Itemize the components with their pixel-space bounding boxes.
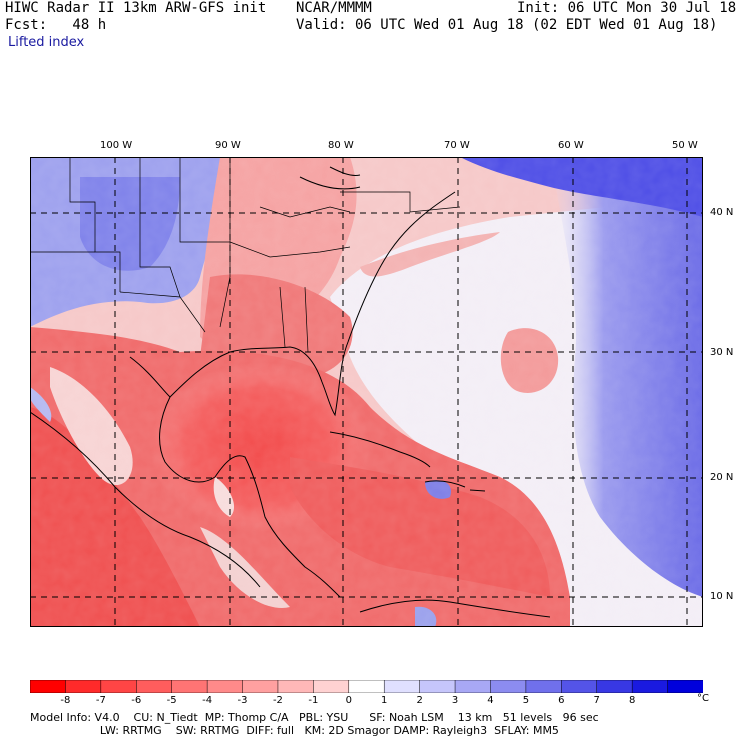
colorbar-swatch <box>667 680 703 693</box>
colorbar <box>30 680 703 693</box>
coastlines <box>30 166 551 618</box>
colorbar-tick-label: 0 <box>345 695 352 706</box>
colorbar-tick-label: -6 <box>131 695 142 706</box>
model-title: HIWC Radar II 13km ARW-GFS init <box>5 0 267 16</box>
colorbar-tick-label: 6 <box>558 695 565 706</box>
lat-label: 40 N <box>710 207 734 218</box>
field-name: Lifted index <box>8 35 85 50</box>
init-time: Init: 06 UTC Mon 30 Jul 18 <box>517 0 737 16</box>
colorbar-tick-label: -1 <box>308 695 319 706</box>
colorbar-swatch <box>561 680 598 693</box>
colorbar-tick-label: 8 <box>628 695 636 706</box>
colorbar-tick-label: -7 <box>95 695 106 706</box>
colorbar-swatch <box>242 680 279 693</box>
colorbar-tick-label: 2 <box>416 695 423 706</box>
colorbar-swatch <box>30 680 67 693</box>
colorbar-swatch <box>419 680 456 693</box>
colorbar-swatch <box>348 680 385 693</box>
colorbar-swatch <box>490 680 527 693</box>
lon-label: 100 W <box>100 140 133 151</box>
political-borders <box>30 157 461 353</box>
lat-label: 30 N <box>710 347 734 358</box>
colorbar-tick-label: 7 <box>593 695 600 706</box>
lon-label: 50 W <box>672 140 698 151</box>
colorbar-swatch <box>171 680 208 693</box>
colorbar-unit: °C <box>697 693 709 704</box>
model-info-line1: Model Info: V4.0 CU: N_Tiedt MP: Thomp C… <box>30 711 599 724</box>
colorbar-swatch <box>525 680 563 693</box>
lon-label: 60 W <box>558 140 584 151</box>
valid-time: Valid: 06 UTC Wed 01 Aug 18 (02 EDT Wed … <box>296 17 718 33</box>
colorbar-swatch <box>206 680 244 693</box>
colorbar-tick-label: -2 <box>272 695 283 706</box>
colorbar-swatch <box>313 680 350 693</box>
colorbar-swatch <box>65 680 102 693</box>
texture-overlay <box>30 157 703 627</box>
forecast-hour: Fcst: 48 h <box>5 17 107 33</box>
colorbar-swatch <box>596 680 633 693</box>
colorbar-tick-label: -5 <box>166 695 177 706</box>
colorbar-tick-label: 5 <box>522 695 530 706</box>
colorbar-swatch <box>631 680 669 693</box>
colorbar-tick-label: -8 <box>60 695 71 706</box>
lon-label: 90 W <box>215 140 241 151</box>
lat-label: 10 N <box>710 591 734 602</box>
lifted-index-map <box>30 157 703 627</box>
colorbar-swatch <box>100 680 138 693</box>
colorbar-swatch <box>277 680 315 693</box>
lon-label: 70 W <box>444 140 470 151</box>
colorbar-swatch <box>454 680 492 693</box>
colorbar-tick-label: -3 <box>237 695 248 706</box>
map-frame <box>30 157 703 627</box>
lon-label: 80 W <box>328 140 354 151</box>
colorbar-tick-label: 1 <box>381 695 388 706</box>
colorbar-tick-label: 3 <box>451 695 459 706</box>
colorbar-swatch <box>136 680 173 693</box>
model-info-line2: LW: RRTMG SW: RRTMG DIFF: full KM: 2D Sm… <box>30 724 559 737</box>
lat-label: 20 N <box>710 472 734 483</box>
colorbar-swatch <box>383 680 421 693</box>
graticule <box>30 157 703 627</box>
colorbar-tick-label: -4 <box>202 695 213 706</box>
colorbar-tick-label: 4 <box>487 695 494 706</box>
org-label: NCAR/MMMM <box>296 0 372 16</box>
